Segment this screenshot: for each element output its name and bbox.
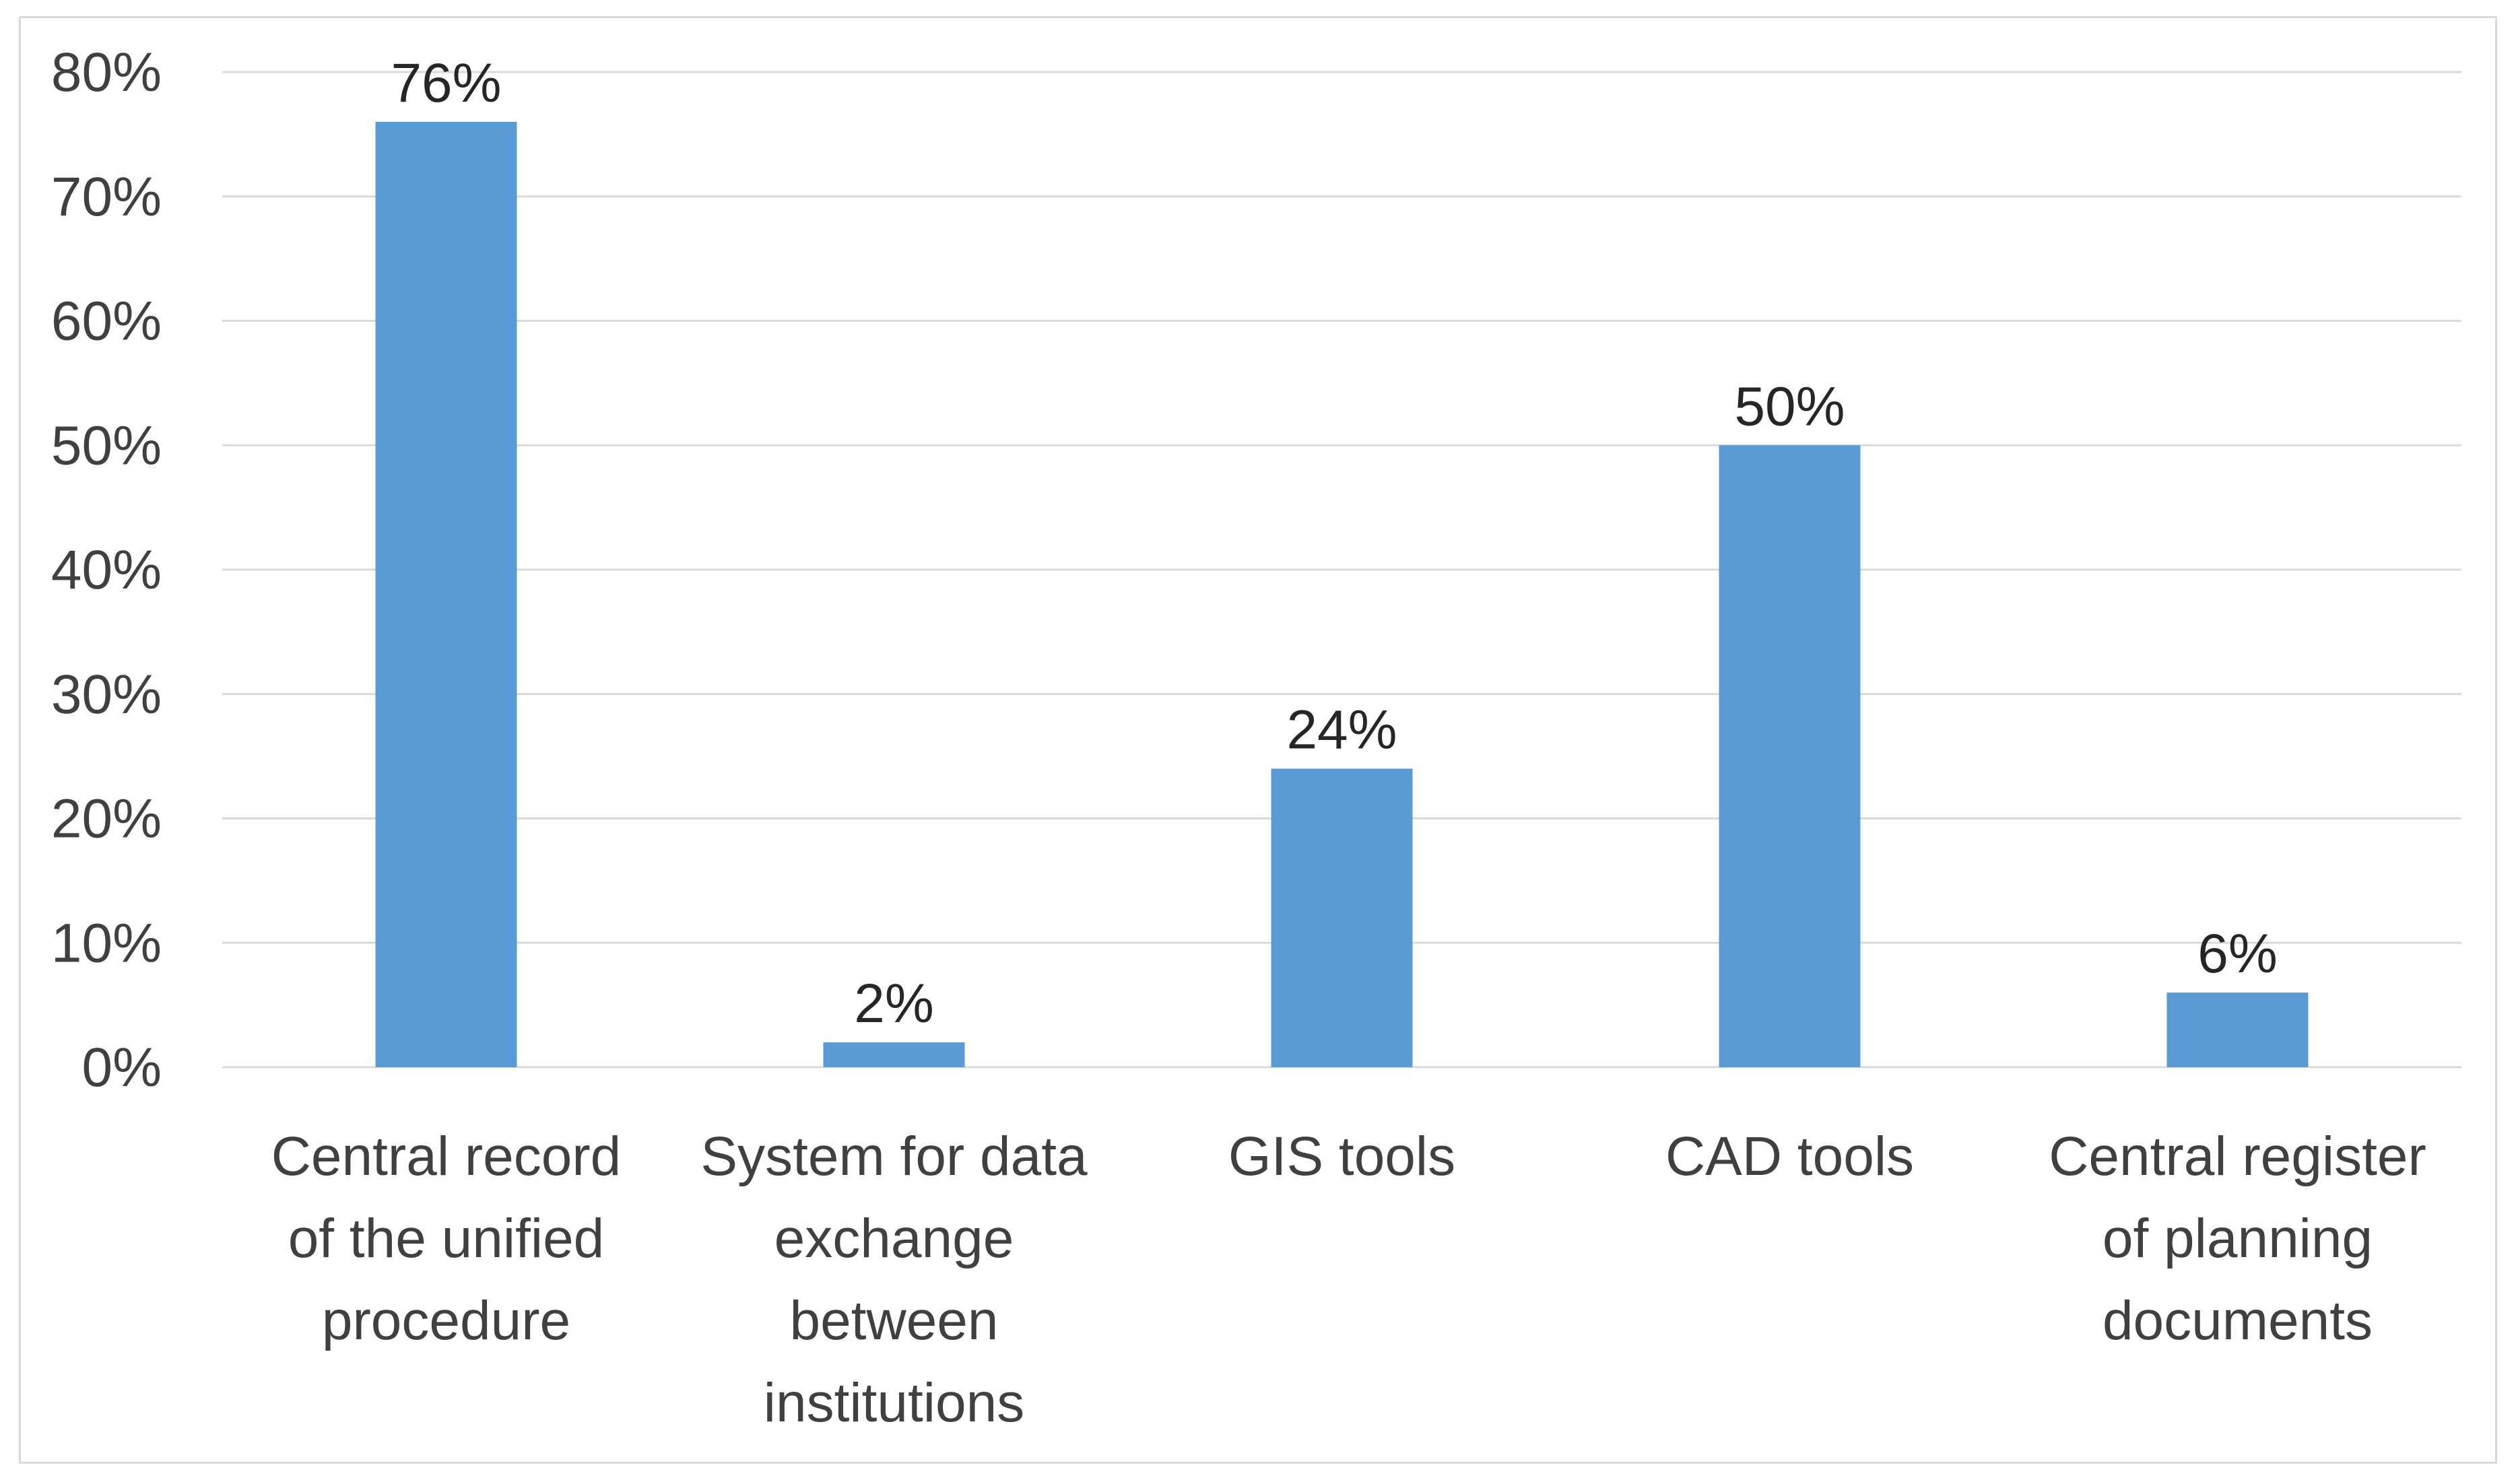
x-category-label-line: of the unified xyxy=(288,1208,605,1269)
x-category-label: Central record of the unified procedure xyxy=(271,1126,622,1351)
y-tick-label: 30% xyxy=(51,664,162,725)
x-category-label-line: exchange xyxy=(774,1208,1014,1269)
y-tick-label: 50% xyxy=(51,415,162,476)
y-axis-tick-labels: 0% 10% 20% 30% 40% 50% 60% 70% 80% xyxy=(51,42,162,1098)
y-tick-label: 20% xyxy=(51,788,162,850)
x-category-label-line: procedure xyxy=(322,1290,570,1351)
bar xyxy=(1719,445,1861,1067)
data-label: 6% xyxy=(2197,923,2278,984)
y-tick-label: 80% xyxy=(51,42,162,103)
x-category-label-line: institutions xyxy=(764,1372,1024,1434)
x-category-label-line: CAD tools xyxy=(1665,1126,1914,1187)
bar xyxy=(823,1042,965,1067)
x-category-label: CAD tools xyxy=(1665,1126,1914,1187)
bar xyxy=(375,121,517,1067)
x-category-label: GIS tools xyxy=(1228,1126,1455,1187)
x-category-label-line: of planning xyxy=(2103,1208,2373,1269)
gridlines xyxy=(222,71,2461,1069)
data-label: 2% xyxy=(854,973,934,1034)
x-category-label-line: between xyxy=(789,1290,998,1351)
x-category-label-line: documents xyxy=(2103,1290,2373,1351)
x-category-label-line: Central register xyxy=(2049,1126,2426,1187)
bar xyxy=(1271,768,1413,1067)
x-category-label: System for data exchange between institutio… xyxy=(700,1126,1088,1434)
data-label: 76% xyxy=(391,53,501,114)
x-category-label-line: GIS tools xyxy=(1228,1126,1455,1187)
data-label: 50% xyxy=(1734,376,1845,437)
x-axis-category-labels: Central record of the unified procedure Sys… xyxy=(271,1126,2426,1434)
data-label: 24% xyxy=(1286,700,1397,761)
x-category-label-line: System for data xyxy=(700,1126,1088,1187)
y-tick-label: 0% xyxy=(81,1037,162,1098)
y-tick-label: 10% xyxy=(51,912,162,974)
y-tick-label: 60% xyxy=(51,291,162,352)
bar xyxy=(2166,992,2309,1067)
y-tick-label: 40% xyxy=(51,539,162,601)
bars xyxy=(375,121,2309,1067)
y-tick-label: 70% xyxy=(51,166,162,228)
x-category-label: Central register of planning documents xyxy=(2049,1126,2426,1351)
x-category-label-line: Central record xyxy=(271,1126,622,1187)
data-labels: 76% 2% 24% 50% 6% xyxy=(391,53,2277,1034)
